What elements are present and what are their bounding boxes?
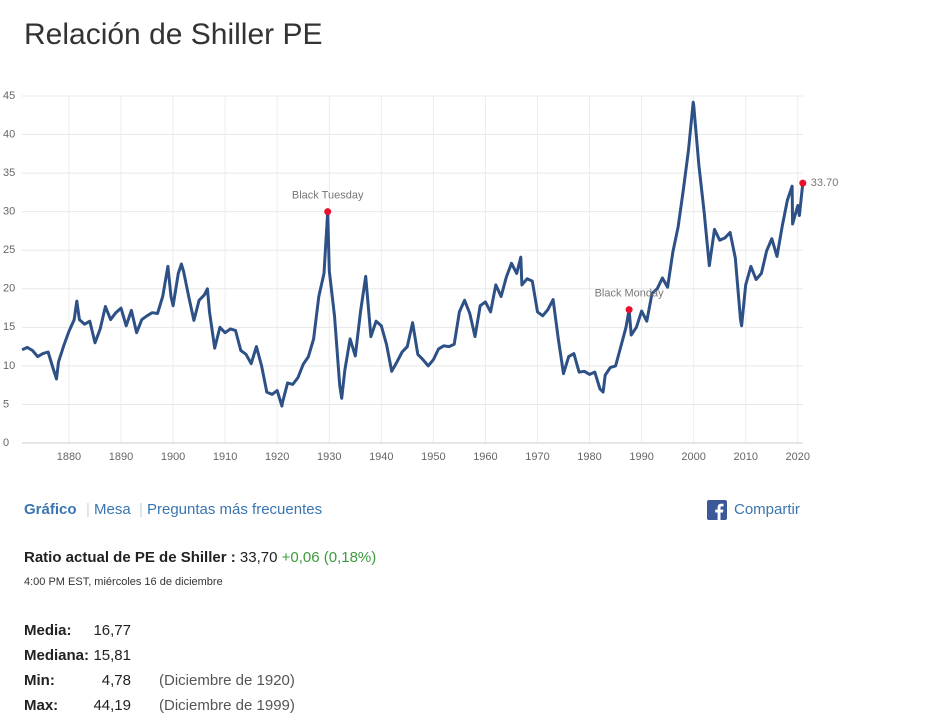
x-tick-label: 2010 (733, 451, 757, 463)
stat-value: 16,77 (93, 622, 131, 639)
page-title: Relación de Shiller PE (24, 18, 323, 51)
tab-table[interactable]: Mesa (94, 501, 131, 518)
x-tick-label: 1940 (369, 451, 393, 463)
x-tick-label: 1910 (213, 451, 237, 463)
y-tick-label: 40 (3, 128, 15, 140)
x-tick-label: 1990 (629, 451, 653, 463)
x-tick-label: 2020 (786, 451, 810, 463)
y-tick-label: 20 (3, 283, 15, 295)
current-ratio: Ratio actual de PE de Shiller : 33,70 +0… (24, 549, 376, 566)
x-tick-label: 1950 (421, 451, 445, 463)
share-link[interactable]: Compartir (734, 501, 800, 518)
x-tick-label: 1930 (317, 451, 341, 463)
y-tick-label: 35 (3, 167, 15, 179)
separator: | (139, 501, 143, 518)
y-tick-label: 10 (3, 360, 15, 372)
annotation-point (625, 306, 633, 314)
separator: | (86, 501, 90, 518)
facebook-icon[interactable] (707, 500, 727, 520)
tab-chart[interactable]: Gráfico (24, 501, 77, 518)
current-value: 33,70 (239, 549, 278, 566)
annotation-label: 33.70 (811, 177, 839, 189)
y-tick-label: 45 (3, 90, 15, 102)
x-tick-label: 1970 (525, 451, 549, 463)
annotation-point (324, 208, 332, 216)
x-tick-label: 1920 (265, 451, 289, 463)
stat-label: Mediana: (24, 647, 90, 664)
y-tick-label: 5 (3, 398, 9, 410)
series-line (21, 100, 805, 408)
stat-value: 44,19 (93, 697, 131, 714)
chart: 0 5 10 15 20 25 30 35 40 45 1880 1890 1900 1910 1920 19… (3, 90, 839, 463)
x-tick-label: 1960 (473, 451, 497, 463)
stat-value: 15,81 (93, 647, 131, 664)
x-tick-label: 1900 (161, 451, 185, 463)
x-tick-label: 2000 (681, 451, 705, 463)
y-tick-label: 25 (3, 244, 15, 256)
y-tick-label: 15 (3, 321, 15, 333)
stat-label: Min: (24, 672, 55, 689)
stat-note: (Diciembre de 1999) (159, 697, 295, 714)
stat-value: 4,78 (101, 672, 131, 689)
tab-faq[interactable]: Preguntas más frecuentes (147, 501, 323, 518)
timestamp: 4:00 PM EST, miércoles 16 de diciembre (24, 576, 223, 588)
y-tick-label: 30 (3, 206, 15, 218)
stat-note: (Diciembre de 1920) (159, 672, 295, 689)
y-tick-label: 0 (3, 437, 9, 449)
annotation-label: Black Monday (595, 288, 665, 300)
x-tick-label: 1880 (57, 451, 81, 463)
annotation-point (799, 179, 807, 187)
current-label: Ratio actual de PE de Shiller : (24, 549, 236, 566)
x-tick-label: 1980 (577, 451, 601, 463)
stat-label: Max: (24, 697, 59, 714)
x-tick-label: 1890 (109, 451, 133, 463)
stat-label: Media: (24, 622, 72, 639)
annotation-label: Black Tuesday (292, 190, 364, 202)
current-change: +0,06 (0,18%) (281, 549, 377, 566)
